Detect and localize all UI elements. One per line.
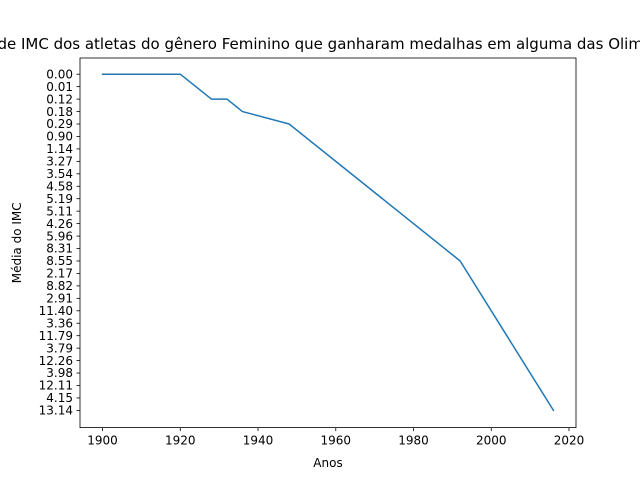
y-tick-label: 0.01: [46, 80, 73, 94]
y-tick-label: 8.82: [46, 279, 73, 293]
x-tick-label: 1960: [321, 434, 352, 448]
y-tick-label: 5.96: [46, 229, 73, 243]
y-tick-label: 5.19: [46, 192, 73, 206]
y-tick-label: 11.40: [39, 304, 73, 318]
y-tick-label: 12.26: [39, 354, 73, 368]
y-tick-label: 8.55: [46, 254, 73, 268]
y-tick-label: 0.12: [46, 92, 73, 106]
y-tick-label: 4.26: [46, 217, 73, 231]
plot-frame: [79, 57, 577, 429]
y-tick-label: 2.91: [46, 292, 73, 306]
y-tick-label: 3.36: [46, 316, 73, 330]
y-tick-label: 13.14: [39, 404, 73, 418]
plot-background: [80, 58, 576, 428]
axes-spines: [79, 57, 577, 429]
x-tick-label: 1920: [165, 434, 196, 448]
y-tick-label: 3.98: [46, 366, 73, 380]
y-tick-label: 3.54: [46, 167, 73, 181]
y-tick-label: 0.18: [46, 105, 73, 119]
y-tick-label: 0.90: [46, 130, 73, 144]
chart-title: Média de IMC dos atletas do gênero Femin…: [0, 35, 640, 53]
y-axis-label: Média do IMC: [10, 202, 24, 283]
y-tick-label: 3.27: [46, 155, 73, 169]
y-tick-label: 4.15: [46, 391, 73, 405]
x-axis: 1900 1920 1940 1960 1980 2000 2020: [87, 427, 585, 448]
y-tick-label: 3.79: [46, 341, 73, 355]
x-tick-label: 2020: [554, 434, 585, 448]
y-tick-label: 8.31: [46, 242, 73, 256]
y-tick-label: 12.11: [39, 379, 73, 393]
plot-area: [80, 58, 576, 428]
y-tick-label: 2.17: [46, 267, 73, 281]
y-tick-label: 0.00: [46, 67, 73, 81]
y-tick-label: 4.58: [46, 179, 73, 193]
y-axis: 0.000.010.120.180.290.901.143.273.544.58…: [39, 67, 80, 418]
x-tick-label: 1900: [87, 434, 118, 448]
y-tick-label: 0.29: [46, 117, 73, 131]
x-tick-label: 1940: [243, 434, 274, 448]
x-tick-label: 2000: [476, 434, 507, 448]
y-tick-label: 1.14: [46, 142, 73, 156]
y-tick-label: 11.79: [39, 329, 73, 343]
series-layer: [101, 73, 555, 412]
x-tick-label: 1980: [398, 434, 429, 448]
x-axis-label: Anos: [313, 456, 342, 470]
series-line: [101, 73, 555, 412]
y-tick-label: 5.11: [46, 204, 73, 218]
